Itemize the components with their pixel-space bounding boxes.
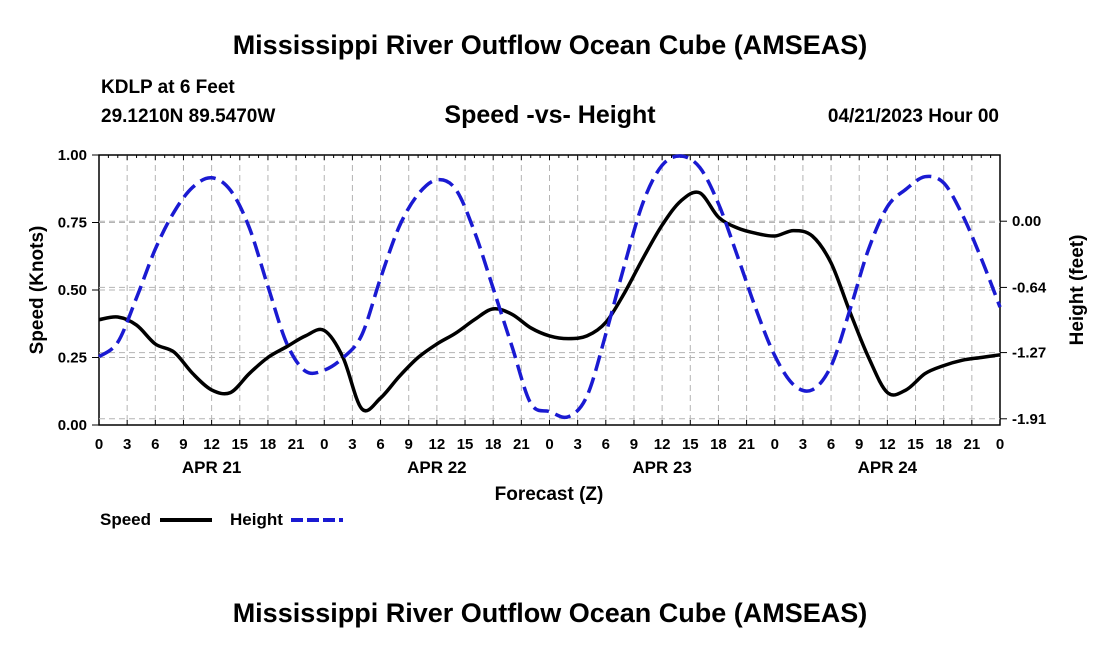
x-tick-label: 21 — [964, 436, 981, 453]
day-label: APR 21 — [182, 458, 242, 477]
x-tick-label: 18 — [485, 436, 502, 453]
x-tick-label: 6 — [151, 436, 159, 453]
x-tick-label: 12 — [203, 436, 220, 453]
y-axis-left-title: Speed (Knots) — [27, 226, 48, 355]
chart-subtitle: Speed -vs- Height — [444, 101, 656, 129]
legend-speed-label: Speed — [100, 510, 151, 529]
y-left-tick-label: 0.50 — [58, 282, 87, 299]
x-tick-label: 9 — [179, 436, 187, 453]
y-right-tick-label: 0.00 — [1012, 213, 1041, 230]
series-height-line — [97, 154, 1002, 420]
x-tick-label: 3 — [348, 436, 356, 453]
y-left-tick-label: 0.75 — [58, 215, 87, 232]
footer-title: Mississippi River Outflow Ocean Cube (AM… — [232, 598, 868, 628]
x-tick-label: 0 — [996, 436, 1004, 453]
coordinates-label: 29.1210N 89.5470W — [101, 106, 276, 127]
x-tick-label: 0 — [95, 436, 103, 453]
x-tick-label: 0 — [545, 436, 553, 453]
x-tick-label: 3 — [799, 436, 807, 453]
day-label: APR 23 — [632, 458, 692, 477]
x-tick-label: 21 — [288, 436, 305, 453]
x-tick-label: 21 — [513, 436, 530, 453]
grid-lines — [99, 155, 1000, 425]
day-label: APR 24 — [858, 458, 918, 477]
x-tick-label: 18 — [710, 436, 727, 453]
x-tick-label: 15 — [682, 436, 699, 453]
station-label: KDLP at 6 Feet — [101, 77, 235, 98]
y-left-tick-label: 0.00 — [58, 417, 87, 434]
x-tick-label: 3 — [573, 436, 581, 453]
x-tick-label: 18 — [260, 436, 277, 453]
x-tick-label: 12 — [879, 436, 896, 453]
x-tick-label: 15 — [457, 436, 474, 453]
x-tick-label: 0 — [771, 436, 779, 453]
legend: Speed Height — [100, 510, 343, 529]
x-tick-label: 6 — [376, 436, 384, 453]
x-axis-title: Forecast (Z) — [495, 484, 604, 505]
x-tick-label: 3 — [123, 436, 131, 453]
x-tick-label: 6 — [827, 436, 835, 453]
x-tick-label: 21 — [738, 436, 755, 453]
x-tick-label: 12 — [654, 436, 671, 453]
x-tick-label: 0 — [320, 436, 328, 453]
x-tick-label: 6 — [602, 436, 610, 453]
y-right-tick-label: -1.27 — [1012, 345, 1046, 362]
day-label: APR 22 — [407, 458, 467, 477]
x-tick-label: 18 — [935, 436, 952, 453]
x-tick-label: 15 — [907, 436, 924, 453]
x-tick-label: 15 — [231, 436, 248, 453]
y-right-tick-label: -0.64 — [1012, 279, 1047, 296]
y-axis-right-title: Height (feet) — [1067, 235, 1088, 346]
x-tick-label: 9 — [855, 436, 863, 453]
chart-title: Mississippi River Outflow Ocean Cube (AM… — [232, 30, 868, 60]
series-lines — [97, 154, 1002, 420]
x-tick-label: 9 — [630, 436, 638, 453]
forecast-date-label: 04/21/2023 Hour 00 — [827, 106, 999, 127]
y-left-tick-label: 0.25 — [58, 350, 87, 367]
axis-labels: 0 3 6 9 12 15 18 21 0 3 6 9 12 15 18 21 0 3 6 9 12 15 18 21 0 3 6 9… — [58, 147, 1047, 477]
x-tick-label: 12 — [429, 436, 446, 453]
x-tick-label: 9 — [405, 436, 413, 453]
y-right-tick-label: -1.91 — [1012, 411, 1046, 428]
y-left-tick-label: 1.00 — [58, 147, 87, 164]
axis-ticks — [92, 154, 1007, 426]
legend-height-label: Height — [230, 510, 283, 529]
